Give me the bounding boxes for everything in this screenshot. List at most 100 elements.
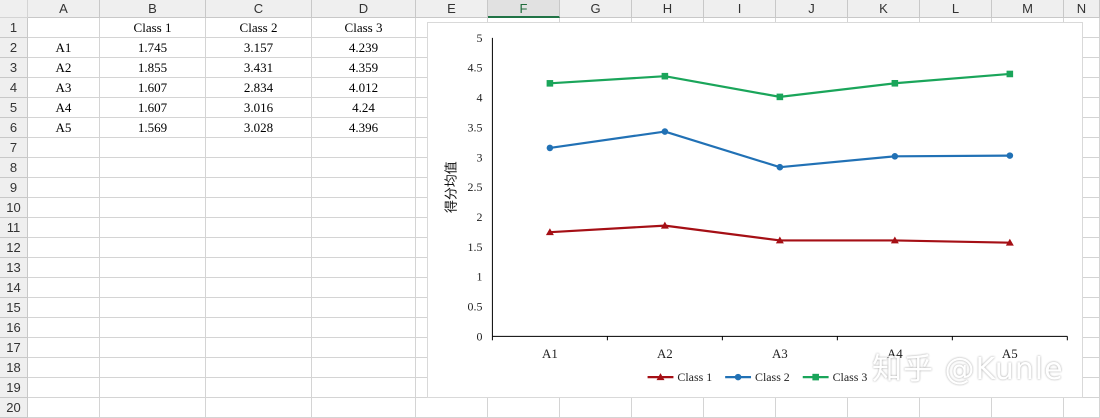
cell-b19[interactable] (100, 378, 206, 398)
cell-d11[interactable] (312, 218, 416, 238)
cell-a14[interactable] (28, 278, 100, 298)
cell-n20[interactable] (1064, 398, 1100, 418)
cell-d13[interactable] (312, 258, 416, 278)
cell-a17[interactable] (28, 338, 100, 358)
cell-a6[interactable]: A5 (28, 118, 100, 138)
cell-a8[interactable] (28, 158, 100, 178)
cell-i20[interactable] (704, 398, 776, 418)
cell-d4[interactable]: 4.012 (312, 78, 416, 98)
cell-d9[interactable] (312, 178, 416, 198)
cell-b7[interactable] (100, 138, 206, 158)
cell-a16[interactable] (28, 318, 100, 338)
cell-c5[interactable]: 3.016 (206, 98, 312, 118)
row-header-5[interactable]: 5 (0, 98, 28, 118)
cell-a12[interactable] (28, 238, 100, 258)
cell-a10[interactable] (28, 198, 100, 218)
cell-c2[interactable]: 3.157 (206, 38, 312, 58)
cell-a3[interactable]: A2 (28, 58, 100, 78)
cell-a2[interactable]: A1 (28, 38, 100, 58)
row-header-18[interactable]: 18 (0, 358, 28, 378)
cell-b5[interactable]: 1.607 (100, 98, 206, 118)
cell-c6[interactable]: 3.028 (206, 118, 312, 138)
row-header-16[interactable]: 16 (0, 318, 28, 338)
cell-a4[interactable]: A3 (28, 78, 100, 98)
column-header-k[interactable]: K (848, 0, 920, 18)
cell-a1[interactable] (28, 18, 100, 38)
cell-a7[interactable] (28, 138, 100, 158)
cell-d10[interactable] (312, 198, 416, 218)
column-header-b[interactable]: B (100, 0, 206, 18)
cell-c4[interactable]: 2.834 (206, 78, 312, 98)
cell-c12[interactable] (206, 238, 312, 258)
cell-c20[interactable] (206, 398, 312, 418)
cell-c17[interactable] (206, 338, 312, 358)
cell-a11[interactable] (28, 218, 100, 238)
cell-d15[interactable] (312, 298, 416, 318)
cell-d18[interactable] (312, 358, 416, 378)
cell-d12[interactable] (312, 238, 416, 258)
row-header-7[interactable]: 7 (0, 138, 28, 158)
cell-b2[interactable]: 1.745 (100, 38, 206, 58)
row-header-2[interactable]: 2 (0, 38, 28, 58)
cell-c1[interactable]: Class 2 (206, 18, 312, 38)
cell-a20[interactable] (28, 398, 100, 418)
row-header-1[interactable]: 1 (0, 18, 28, 38)
row-header-11[interactable]: 11 (0, 218, 28, 238)
row-header-8[interactable]: 8 (0, 158, 28, 178)
cell-a5[interactable]: A4 (28, 98, 100, 118)
row-header-17[interactable]: 17 (0, 338, 28, 358)
cell-b14[interactable] (100, 278, 206, 298)
column-header-l[interactable]: L (920, 0, 992, 18)
line-chart[interactable]: 0 0.5 1 1.5 2 2.5 3 3.5 4 4.5 5 A1 A2 A3 A4 A5 得分均值 Class… (427, 22, 1083, 398)
cell-f20[interactable] (488, 398, 560, 418)
cell-c3[interactable]: 3.431 (206, 58, 312, 78)
cell-d6[interactable]: 4.396 (312, 118, 416, 138)
column-header-g[interactable]: G (560, 0, 632, 18)
cell-j20[interactable] (776, 398, 848, 418)
cell-c13[interactable] (206, 258, 312, 278)
cell-c14[interactable] (206, 278, 312, 298)
row-header-13[interactable]: 13 (0, 258, 28, 278)
column-header-m[interactable]: M (992, 0, 1064, 18)
cell-c15[interactable] (206, 298, 312, 318)
cell-b17[interactable] (100, 338, 206, 358)
row-header-20[interactable]: 20 (0, 398, 28, 418)
row-header-12[interactable]: 12 (0, 238, 28, 258)
cell-b6[interactable]: 1.569 (100, 118, 206, 138)
select-all-corner[interactable] (0, 0, 28, 18)
cell-a19[interactable] (28, 378, 100, 398)
column-header-a[interactable]: A (28, 0, 100, 18)
cell-d17[interactable] (312, 338, 416, 358)
cell-d8[interactable] (312, 158, 416, 178)
cell-c11[interactable] (206, 218, 312, 238)
column-header-c[interactable]: C (206, 0, 312, 18)
cell-b8[interactable] (100, 158, 206, 178)
cell-b20[interactable] (100, 398, 206, 418)
cell-d2[interactable]: 4.239 (312, 38, 416, 58)
column-header-f[interactable]: F (488, 0, 560, 18)
cell-a18[interactable] (28, 358, 100, 378)
column-header-d[interactable]: D (312, 0, 416, 18)
cell-a13[interactable] (28, 258, 100, 278)
cell-d3[interactable]: 4.359 (312, 58, 416, 78)
cell-d14[interactable] (312, 278, 416, 298)
column-header-h[interactable]: H (632, 0, 704, 18)
cell-b11[interactable] (100, 218, 206, 238)
row-header-10[interactable]: 10 (0, 198, 28, 218)
cell-c8[interactable] (206, 158, 312, 178)
cell-d19[interactable] (312, 378, 416, 398)
row-header-3[interactable]: 3 (0, 58, 28, 78)
cell-m20[interactable] (992, 398, 1064, 418)
column-header-n[interactable]: N (1064, 0, 1100, 18)
cell-b15[interactable] (100, 298, 206, 318)
row-header-6[interactable]: 6 (0, 118, 28, 138)
cell-b4[interactable]: 1.607 (100, 78, 206, 98)
row-header-4[interactable]: 4 (0, 78, 28, 98)
cell-e20[interactable] (416, 398, 488, 418)
cell-b3[interactable]: 1.855 (100, 58, 206, 78)
cell-c7[interactable] (206, 138, 312, 158)
row-header-14[interactable]: 14 (0, 278, 28, 298)
cell-c16[interactable] (206, 318, 312, 338)
cell-c10[interactable] (206, 198, 312, 218)
cell-c18[interactable] (206, 358, 312, 378)
